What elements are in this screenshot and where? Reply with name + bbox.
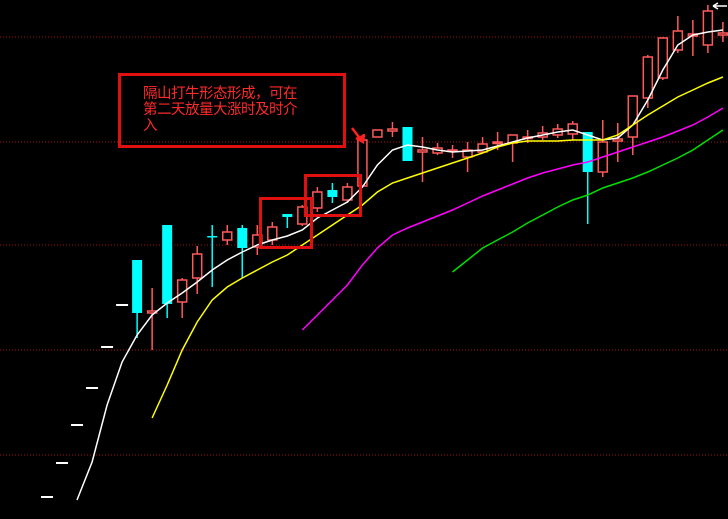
moving-average-line-4 bbox=[452, 129, 724, 273]
candle-body-down bbox=[327, 190, 338, 197]
candle-body-down bbox=[282, 214, 293, 217]
moving-average-line-2 bbox=[151, 76, 724, 419]
moving-average-line-1 bbox=[76, 29, 723, 501]
candle-body-down bbox=[162, 225, 173, 304]
candle-body-up bbox=[191, 253, 203, 279]
candle-body-up bbox=[387, 128, 398, 132]
annotation-arrow-icon bbox=[351, 127, 366, 145]
annotation-line-2: 第二天放量大涨时及时介 bbox=[143, 102, 298, 118]
candle-body-down bbox=[207, 236, 218, 238]
candle-body-up bbox=[492, 141, 503, 145]
candle-body-up bbox=[417, 149, 428, 153]
annotation-line-1: 隔山打牛形态形成，可在 bbox=[143, 86, 298, 102]
candle-body-up bbox=[372, 129, 383, 138]
candle-body-up bbox=[702, 10, 714, 46]
candle-body-down bbox=[402, 127, 413, 161]
candle-body-up bbox=[477, 143, 488, 153]
candle-body-up bbox=[672, 30, 684, 51]
annotation-line-3: 入 bbox=[143, 118, 158, 134]
highlight-box-2 bbox=[304, 174, 362, 217]
max-price-arrow-icon bbox=[712, 2, 727, 10]
highlight-box-1 bbox=[259, 197, 313, 249]
candle-body-up bbox=[342, 186, 353, 201]
candle-body-up bbox=[221, 231, 233, 241]
candle-body-up bbox=[642, 56, 654, 99]
candle-body-down bbox=[582, 132, 593, 172]
annotation-box: 隔山打牛形态形成，可在 第二天放量大涨时及时介 入 bbox=[118, 73, 346, 148]
candle-body-up bbox=[627, 95, 639, 138]
candle-body-up bbox=[612, 138, 624, 142]
candle-body-up bbox=[462, 149, 473, 158]
candle-body-up bbox=[567, 123, 578, 135]
candle-body-down bbox=[132, 260, 143, 313]
annotation-text: 隔山打牛形态形成，可在 第二天放量大涨时及时介 入 bbox=[143, 86, 343, 134]
candle-body-up bbox=[176, 279, 188, 303]
moving-average-line-3 bbox=[301, 107, 724, 331]
candle-body-up bbox=[657, 37, 669, 79]
candle-body-down bbox=[237, 228, 248, 248]
candle-body-up bbox=[717, 32, 728, 36]
